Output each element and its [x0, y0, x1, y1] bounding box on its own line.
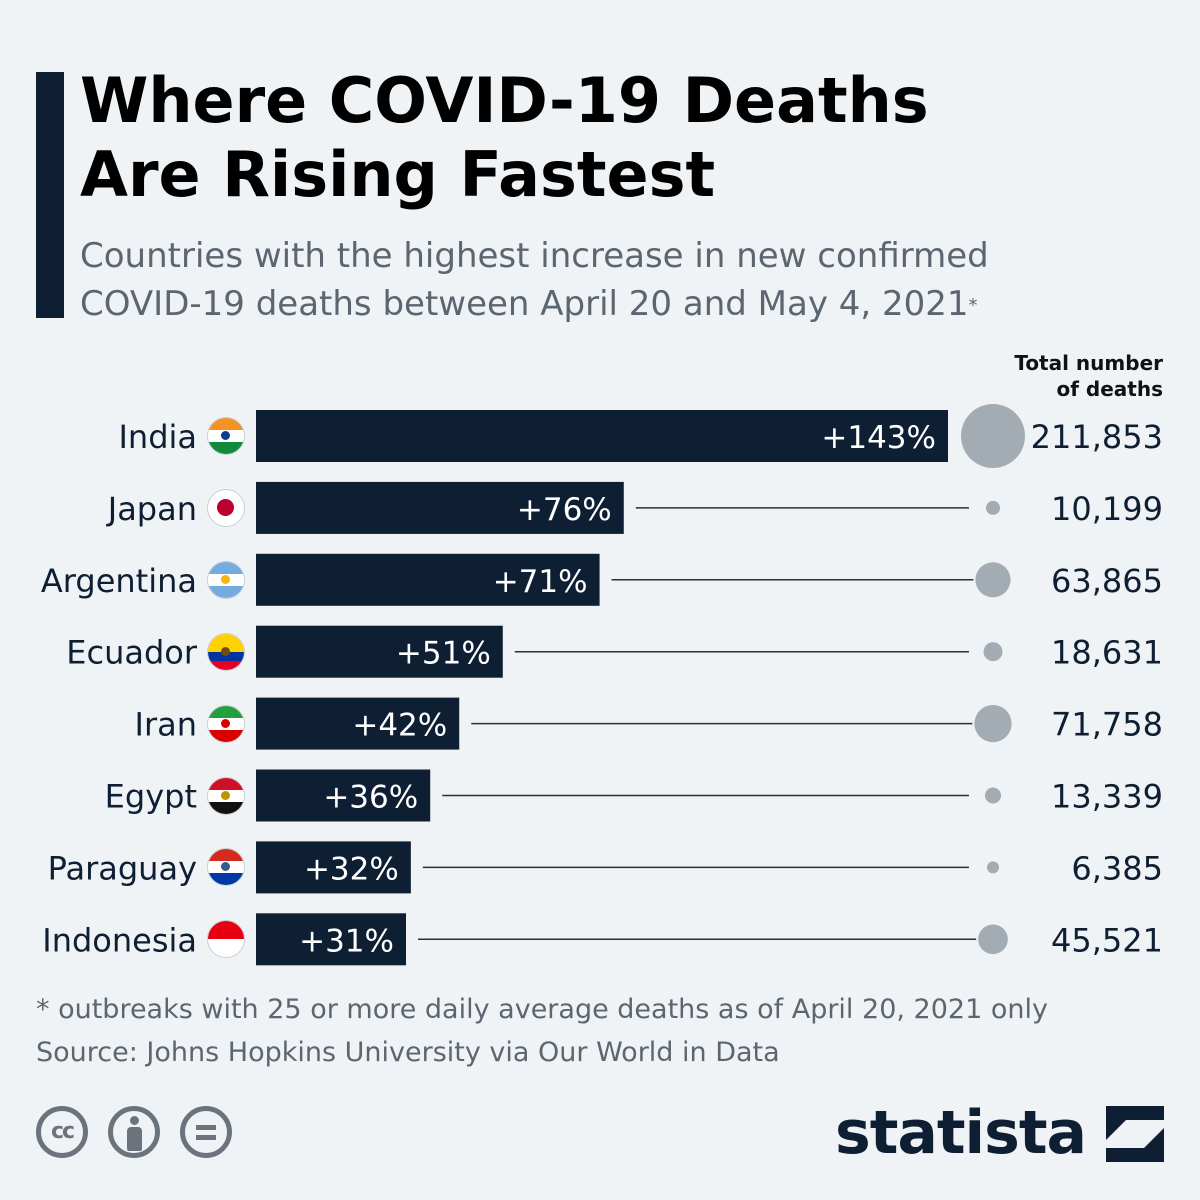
total-deaths-label: 10,199: [1051, 490, 1163, 528]
subtitle-text: Countries with the highest increase in n…: [80, 236, 989, 324]
category-label: Argentina: [41, 562, 197, 600]
chart-subtitle: Countries with the highest increase in n…: [80, 232, 1180, 328]
total-deaths-label: 45,521: [1051, 921, 1163, 959]
indonesia-flag-icon: [207, 920, 245, 959]
japan-flag-icon: [207, 488, 245, 527]
india-flag-icon: [207, 417, 245, 455]
bar-value-label: +31%: [299, 923, 394, 959]
category-label: Iran: [135, 706, 197, 744]
bar: [256, 697, 460, 750]
total-deaths-label: 71,758: [1051, 706, 1163, 744]
attribution-icon[interactable]: [108, 1106, 160, 1158]
total-deaths-bubble: [978, 924, 1008, 955]
category-label: Indonesia: [42, 921, 197, 959]
total-deaths-bubble: [985, 500, 1001, 515]
source-note: Source: Johns Hopkins University via Our…: [36, 1037, 780, 1068]
subtitle-footnote-mark: *: [968, 295, 978, 316]
no-derivatives-icon[interactable]: [180, 1106, 232, 1158]
bar: [256, 553, 600, 606]
total-deaths-label: 63,865: [1051, 562, 1163, 600]
statista-logo[interactable]: statista: [835, 1098, 1164, 1168]
total-deaths-bubble: [961, 404, 1025, 468]
total-deaths-bubble: [983, 642, 1003, 662]
title-accent-bar: [36, 72, 64, 318]
bar-value-label: +76%: [517, 492, 612, 528]
total-deaths-bubble: [974, 704, 1012, 743]
bar: [256, 841, 411, 894]
total-deaths-label: 6,385: [1071, 849, 1163, 887]
bar: [256, 410, 948, 462]
total-deaths-bubble: [975, 562, 1011, 598]
bar: [256, 481, 624, 534]
total-deaths-column-header: Total number of deaths: [1014, 351, 1163, 401]
chart-footer: * outbreaks with 25 or more daily averag…: [36, 988, 1176, 1074]
egypt-flag-icon: [207, 776, 245, 815]
iran-flag-icon: [207, 704, 245, 743]
total-deaths-label: 13,339: [1051, 778, 1163, 816]
bar-value-label: +36%: [323, 780, 418, 816]
paraguay-flag-icon: [207, 848, 245, 887]
bar-value-label: +32%: [304, 851, 399, 887]
chart-title: Where COVID-19 Deaths Are Rising Fastest: [80, 64, 929, 211]
statista-logo-icon: [1106, 1106, 1164, 1162]
cc-icon[interactable]: cc: [36, 1106, 88, 1158]
category-label: Japan: [106, 490, 197, 528]
argentina-flag-icon: [207, 560, 245, 599]
total-deaths-label: 18,631: [1051, 634, 1163, 672]
statista-wordmark: statista: [834, 1098, 1087, 1168]
bar-chart: +143% India 211,853 +76% Japan 10,199 +71% Arge…: [41, 404, 1163, 966]
category-label: India: [118, 418, 197, 456]
category-label: Paraguay: [48, 849, 197, 887]
footnote: * outbreaks with 25 or more daily averag…: [36, 994, 1048, 1025]
ecuador-flag-icon: [207, 632, 245, 671]
total-deaths-bubble: [984, 787, 1002, 804]
total-deaths-bubble: [987, 861, 999, 874]
bar: [256, 769, 431, 822]
bar: [256, 625, 503, 678]
bar-value-label: +42%: [352, 708, 447, 744]
category-label: Egypt: [105, 778, 197, 816]
total-deaths-label: 211,853: [1031, 418, 1163, 456]
bar-value-label: +143%: [821, 420, 936, 456]
bar-value-label: +51%: [396, 636, 491, 672]
bar: [256, 913, 407, 966]
bar-value-label: +71%: [493, 564, 588, 600]
category-label: Ecuador: [66, 634, 198, 672]
